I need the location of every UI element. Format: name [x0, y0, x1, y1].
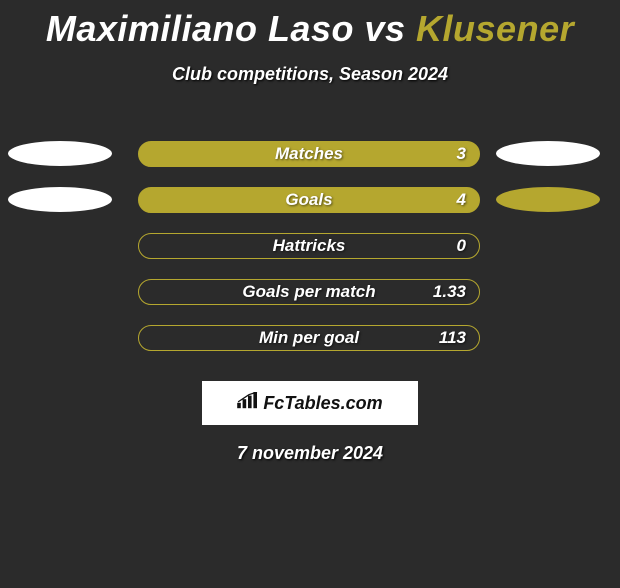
ellipse-left-matches	[8, 141, 112, 166]
title-vs: vs	[364, 8, 405, 49]
stat-bar-mpg	[138, 325, 480, 351]
stat-row-gpm: Goals per match 1.33	[0, 267, 620, 313]
ellipse-right-matches	[496, 141, 600, 166]
stat-bar-gpm	[138, 279, 480, 305]
ellipse-left-goals	[8, 187, 112, 212]
ellipse-right-goals	[496, 187, 600, 212]
brand-text: FcTables.com	[263, 393, 382, 414]
stat-bar-hattricks	[138, 233, 480, 259]
stat-bar-goals	[138, 187, 480, 213]
brand-badge: FcTables.com	[202, 381, 418, 425]
subtitle: Club competitions, Season 2024	[0, 64, 620, 85]
page-title: Maximiliano Laso vs Klusener	[0, 8, 620, 50]
stats-container: Matches 3 Goals 4 Hattricks 0 Goals per …	[0, 129, 620, 359]
stat-bar-matches	[138, 141, 480, 167]
bar-chart-icon	[237, 392, 259, 415]
title-player1: Maximiliano Laso	[46, 8, 354, 49]
stat-row-mpg: Min per goal 113	[0, 313, 620, 359]
date-label: 7 november 2024	[0, 443, 620, 464]
stat-row-goals: Goals 4	[0, 175, 620, 221]
stat-row-matches: Matches 3	[0, 129, 620, 175]
stat-row-hattricks: Hattricks 0	[0, 221, 620, 267]
title-player2: Klusener	[416, 8, 574, 49]
